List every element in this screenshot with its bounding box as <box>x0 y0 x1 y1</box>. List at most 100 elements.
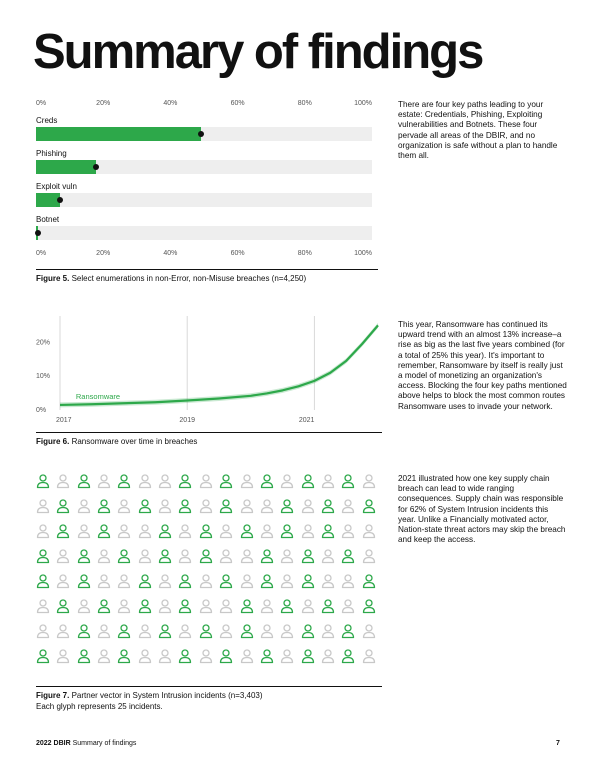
bar-group: Creds <box>36 114 378 141</box>
person-glyph-highlighted <box>77 474 90 489</box>
person-glyph <box>97 624 111 639</box>
person-glyph <box>301 524 314 539</box>
person-glyph-highlighted <box>158 549 172 564</box>
person-glyph-highlighted <box>362 599 375 614</box>
person-glyph <box>362 649 375 664</box>
figure6-caption-text: Ransomware over time in breaches <box>69 437 198 446</box>
person-glyph-highlighted <box>179 599 192 614</box>
person-glyph <box>57 474 70 489</box>
figure6-line-chart: 0% 10% 20% 2017 2019 2021 Ransomware <box>36 316 379 424</box>
x-tick-label: 60% <box>230 100 245 107</box>
person-glyph-highlighted <box>321 599 335 614</box>
person-glyph <box>321 574 335 589</box>
person-glyph <box>179 549 192 564</box>
person-glyph-highlighted <box>158 624 172 639</box>
person-glyph <box>138 474 151 489</box>
person-glyph-highlighted <box>199 549 212 564</box>
person-glyph <box>220 624 233 639</box>
figure7-caption-line2: Each glyph represents 25 incidents. <box>36 702 163 711</box>
person-glyph-highlighted <box>138 599 151 614</box>
person-glyph <box>362 549 375 564</box>
person-glyph <box>321 474 335 489</box>
person-glyph-highlighted <box>260 549 274 564</box>
person-glyph-highlighted <box>301 649 314 664</box>
y-tick-label: 20% <box>36 339 50 346</box>
bar-category-label: Botnet <box>36 215 60 224</box>
figure6-caption-label: Figure 6. <box>36 437 70 446</box>
person-glyph <box>57 649 70 664</box>
x-axis-top: 0% 20% 40% 60% 80% 100% <box>36 100 378 112</box>
figure7-caption-label: Figure 7. <box>36 691 70 700</box>
person-glyph-highlighted <box>260 574 274 589</box>
person-glyph <box>362 524 375 539</box>
person-glyph-highlighted <box>220 474 233 489</box>
person-glyph <box>97 649 111 664</box>
person-glyph-highlighted <box>321 499 335 514</box>
person-glyph <box>281 574 294 589</box>
person-glyph-highlighted <box>97 599 111 614</box>
person-glyph <box>97 474 111 489</box>
bar-point-marker <box>93 164 100 170</box>
person-glyph-highlighted <box>77 624 90 639</box>
page-title: Summary of findings <box>33 25 484 79</box>
person-glyph <box>138 524 151 539</box>
person-glyph <box>77 524 90 539</box>
person-glyph <box>321 549 335 564</box>
bar-track <box>34 226 372 240</box>
person-glyph-highlighted <box>118 549 131 564</box>
person-glyph-highlighted <box>342 474 355 489</box>
person-glyph-highlighted <box>301 624 314 639</box>
person-glyph <box>342 574 355 589</box>
person-glyph <box>281 624 294 639</box>
person-glyph-highlighted <box>97 524 111 539</box>
x-tick-label: 100% <box>354 100 372 107</box>
person-glyph <box>77 499 90 514</box>
figure6-caption-rule <box>36 432 382 433</box>
bar-group: Botnet <box>34 213 378 240</box>
person-glyph <box>158 599 172 614</box>
person-glyph-highlighted <box>57 499 70 514</box>
person-glyph-highlighted <box>158 524 172 539</box>
person-glyph-highlighted <box>57 599 70 614</box>
person-glyph <box>158 649 172 664</box>
person-glyph-highlighted <box>36 549 50 564</box>
person-glyph <box>220 599 233 614</box>
person-glyph <box>36 524 50 539</box>
x-tick-label: 40% <box>163 100 178 107</box>
person-glyph <box>158 499 172 514</box>
x-axis-bottom: 0% 20% 40% 60% 80% 100% <box>36 250 378 262</box>
figure7-caption-rule <box>36 686 382 687</box>
person-glyph-highlighted <box>281 599 294 614</box>
person-glyph-highlighted <box>57 524 70 539</box>
person-glyph <box>57 549 70 564</box>
person-glyph <box>118 574 131 589</box>
bar-category-label: Creds <box>36 116 58 125</box>
bar-track <box>36 160 372 174</box>
person-glyph-highlighted <box>260 649 274 664</box>
person-glyph <box>240 549 253 564</box>
person-glyph <box>220 524 233 539</box>
paragraph-four-paths: There are four key paths leading to your… <box>398 100 558 161</box>
person-glyph-highlighted <box>77 649 90 664</box>
person-glyph-highlighted <box>77 549 90 564</box>
person-glyph-highlighted <box>321 524 335 539</box>
person-glyph-highlighted <box>36 474 50 489</box>
figure5-caption-text: Select enumerations in non-Error, non-Mi… <box>69 274 307 283</box>
person-glyph-highlighted <box>301 549 314 564</box>
bar-track <box>36 193 372 207</box>
person-glyph <box>260 624 274 639</box>
x-tick-label: 2021 <box>299 417 315 424</box>
person-glyph-highlighted <box>97 499 111 514</box>
person-glyph-highlighted <box>179 499 192 514</box>
person-glyph-highlighted <box>118 474 131 489</box>
figure5-bar-chart: 0% 20% 40% 60% 80% 100% Creds Phishing Exploit … <box>34 100 378 286</box>
person-glyph <box>36 624 50 639</box>
person-glyph <box>199 499 212 514</box>
person-glyph-highlighted <box>179 474 192 489</box>
person-glyph <box>36 499 50 514</box>
person-glyph-highlighted <box>77 574 90 589</box>
y-tick-label: 0% <box>36 407 46 414</box>
bar-point-marker <box>56 197 63 203</box>
bar-group: Exploit vuln <box>36 180 378 207</box>
person-glyph <box>138 624 151 639</box>
